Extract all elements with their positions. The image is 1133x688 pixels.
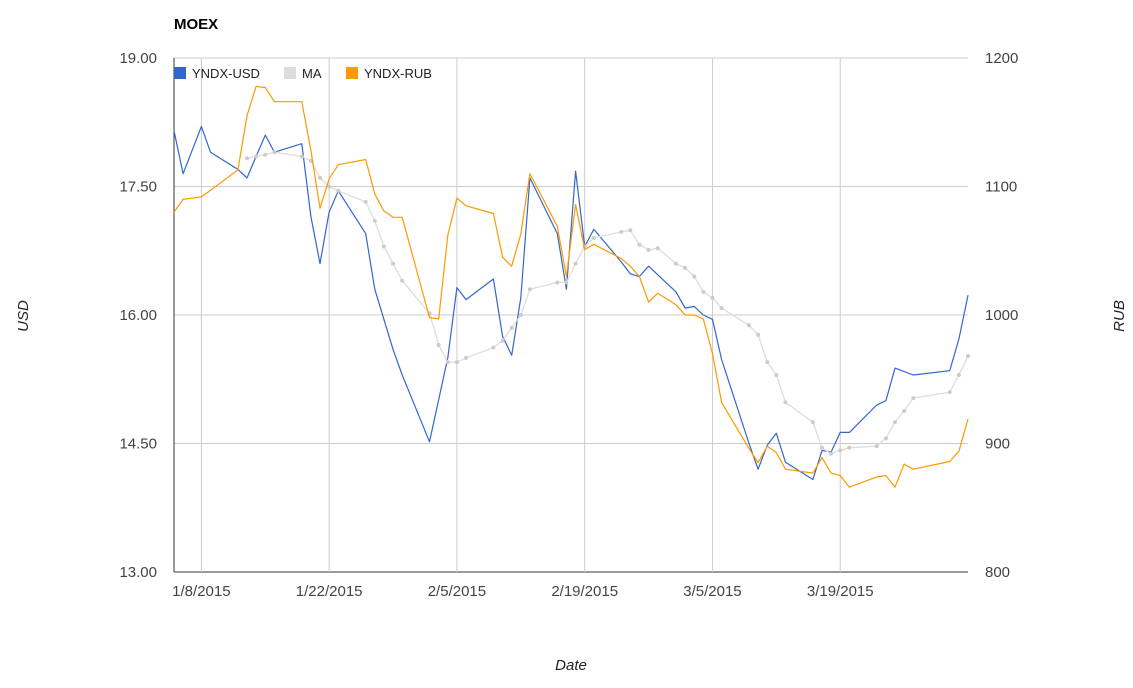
ma-point [683,265,688,270]
ma-point [774,372,779,377]
ma-point [555,280,560,285]
ma-point [299,154,304,159]
legend-label: MA [302,66,322,81]
x-tick-label: 2/19/2015 [551,583,618,600]
y-tick-label-right: 1200 [985,50,1018,67]
ma-point [500,338,505,343]
legend-label: YNDX-USD [192,66,260,81]
legend-swatch [174,67,186,79]
ma-point [756,332,761,337]
y-tick-label-left: 19.00 [119,50,157,67]
y-axis-left-ticks: 19.00 17.50 16.00 14.50 13.00 [119,50,157,581]
ma-point [847,445,852,450]
gridlines [173,57,968,573]
ma-point [765,360,770,365]
x-axis-title: Date [555,657,587,674]
ma-point [491,345,496,350]
x-tick-label: 3/19/2015 [807,583,874,600]
ma-point [336,188,341,193]
ma-point [701,289,706,294]
legend-label: YNDX-RUB [364,66,432,81]
ma-point [381,244,386,249]
y-tick-label-right: 1000 [985,307,1018,324]
ma-point [400,278,405,283]
chart-title: MOEX [174,16,218,33]
ma-point [509,325,514,330]
ma-point [637,242,642,247]
y-tick-label-right: 800 [985,564,1010,581]
ma-point [464,355,469,360]
ma-point [746,323,751,328]
ma-point [619,229,624,234]
ma-point [783,400,788,405]
ma-point [646,247,651,252]
y-axis-right-ticks: 1200 1100 1000 900 800 [985,50,1018,581]
series-line-yndx-usd [173,125,969,481]
ma-point [819,445,824,450]
y-tick-label-right: 1100 [985,179,1017,196]
y-tick-label-left: 14.50 [119,436,157,453]
ma-point [254,154,259,159]
ma-point [628,228,633,233]
x-axis-ticks: 1/8/2015 1/22/2015 2/5/2015 2/19/2015 3/5/20… [172,583,873,600]
ma-point [692,274,697,279]
ma-point [527,287,532,292]
ma-point [902,408,907,413]
ma-point [327,184,332,189]
ma-point [454,360,459,365]
ma-point [966,354,970,359]
series-group [173,85,970,488]
ma-point [272,150,277,155]
ma-point [436,342,441,347]
ma-point [591,235,596,240]
ma-point [719,306,724,311]
x-tick-label: 3/5/2015 [683,583,741,600]
ma-point [655,246,660,251]
ma-point [838,448,843,453]
ma-point [710,295,715,300]
ma-point [518,313,523,317]
x-tick-label: 1/22/2015 [296,583,363,600]
ma-point [883,436,888,441]
ma-point [810,420,815,425]
ma-point [892,420,897,425]
ma-point [372,218,377,223]
y-axis-right-title: RUB [1111,300,1128,332]
y-axis-left-title: USD [15,300,32,332]
y-tick-label-left: 16.00 [119,307,157,324]
ma-point [363,199,368,204]
ma-point [874,444,879,449]
x-tick-label: 2/5/2015 [428,583,486,600]
ma-point [263,152,268,157]
ma-point [318,175,323,180]
ma-point [947,390,952,395]
ma-point [564,280,569,285]
y-tick-label-left: 13.00 [119,564,157,581]
ma-point [391,261,396,266]
ma-point [673,261,678,266]
ma-point [911,396,916,401]
ma-point [829,451,834,456]
ma-point [956,372,961,377]
y-tick-label-left: 17.50 [119,179,157,196]
legend: YNDX-USD MA YNDX-RUB [174,66,432,81]
x-tick-label: 1/8/2015 [172,583,230,600]
y-tick-label-right: 900 [985,436,1010,453]
legend-swatch [284,67,296,79]
series-line-ma [246,151,969,455]
ma-point [573,261,578,266]
legend-swatch [346,67,358,79]
ma-point [445,360,450,365]
ma-point [245,156,250,161]
series-line-yndx-rub [173,85,969,488]
